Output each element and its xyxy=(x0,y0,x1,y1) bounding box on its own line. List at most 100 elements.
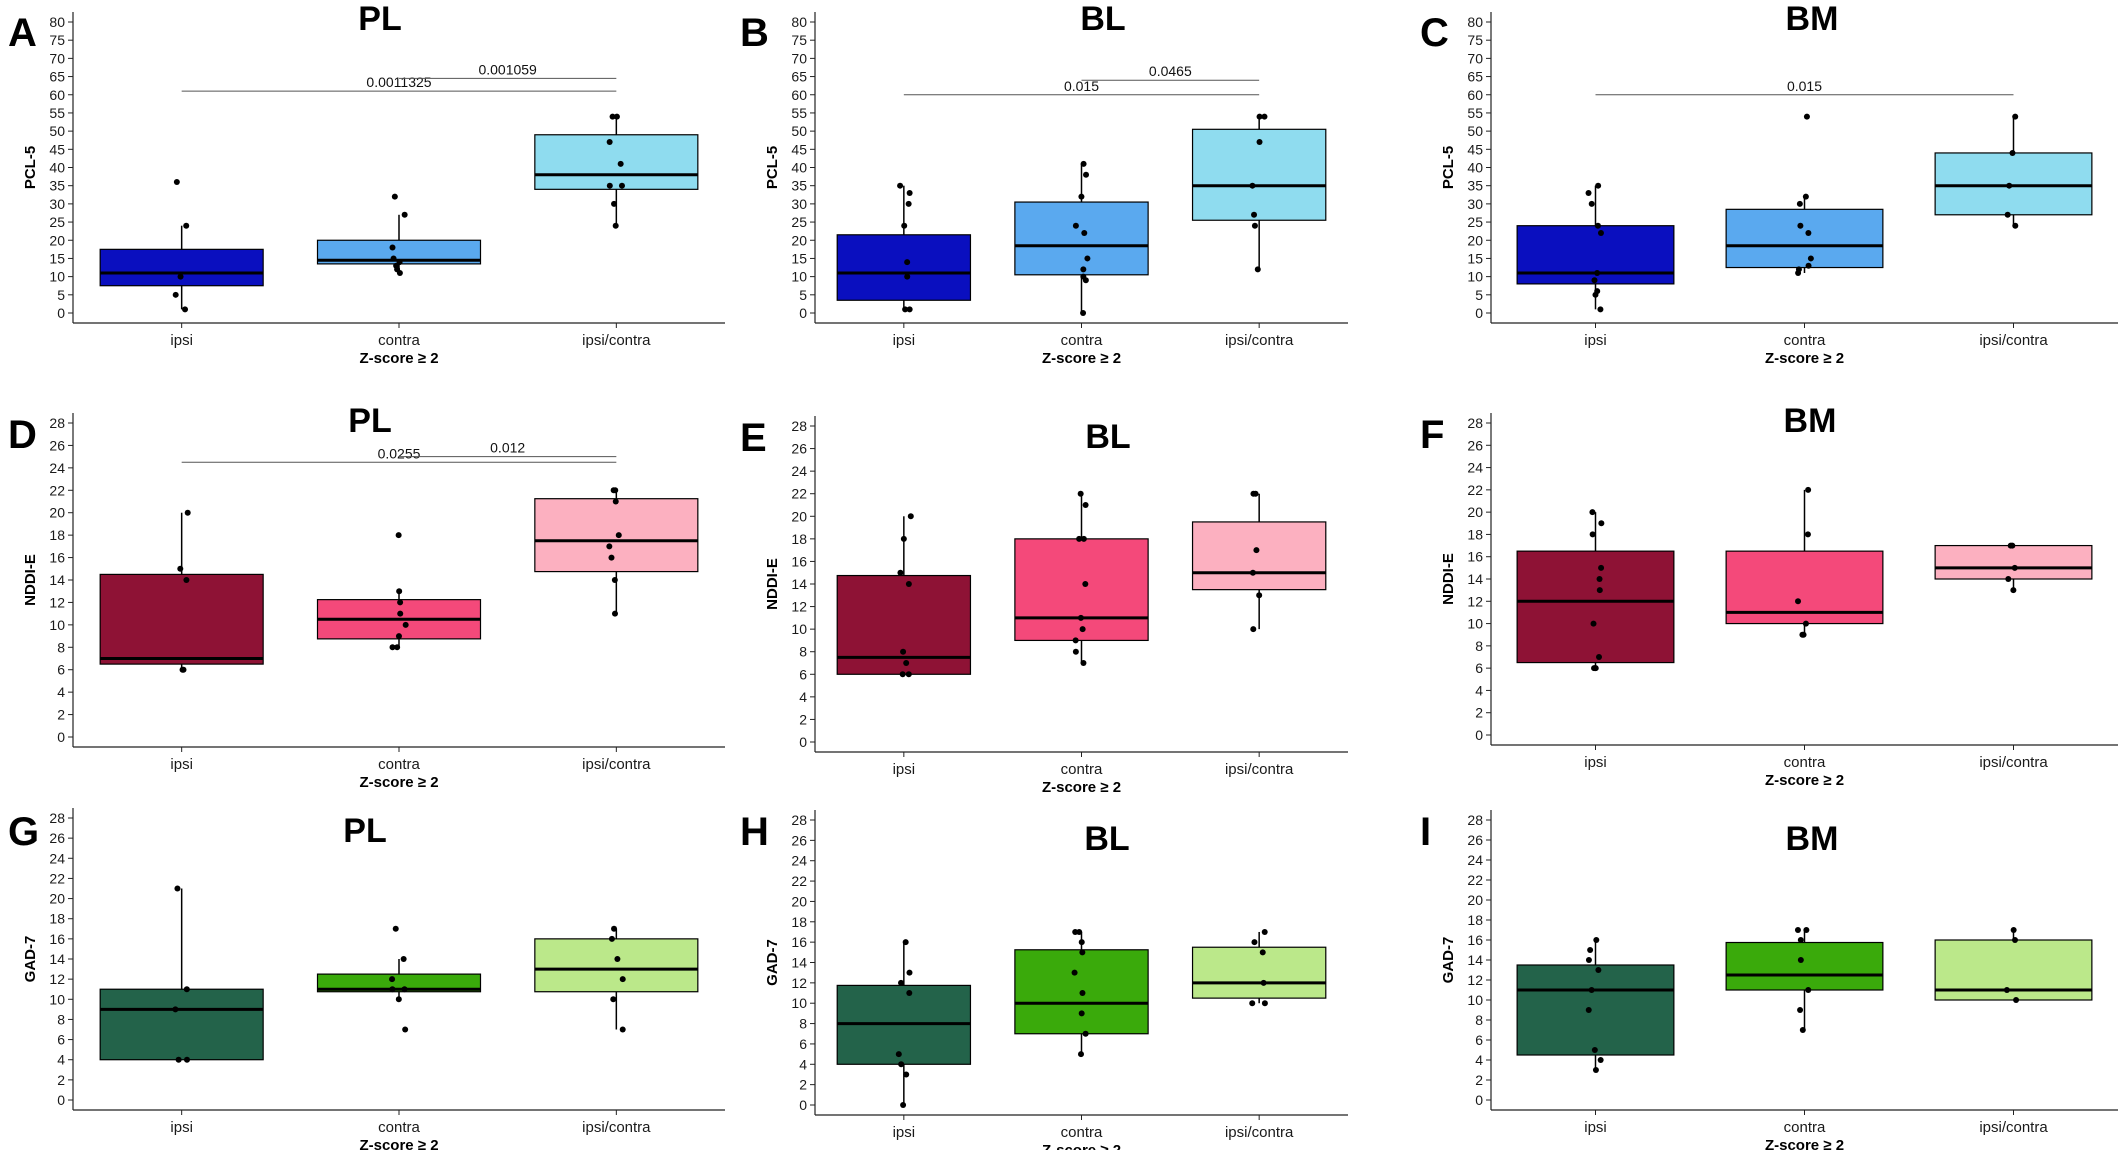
y-tick-label: 26 xyxy=(791,441,807,457)
data-point xyxy=(2003,987,2010,993)
data-point xyxy=(1261,1000,1268,1007)
y-tick-label: 65 xyxy=(1467,69,1483,85)
y-axis-title: PCL-5 xyxy=(764,146,781,189)
y-tick-label: 12 xyxy=(49,971,65,987)
x-axis-title: Z-score ≥ 2 xyxy=(1765,350,1844,367)
data-point xyxy=(390,255,397,262)
y-tick-label: 4 xyxy=(57,684,65,700)
data-point xyxy=(1797,222,1804,229)
data-point xyxy=(400,956,407,962)
panel-title: PL xyxy=(343,812,386,850)
y-tick-label: 10 xyxy=(1467,269,1483,285)
x-axis-title: Z-score ≥ 2 xyxy=(1042,1142,1121,1150)
panel-letter: E xyxy=(740,416,767,460)
data-point xyxy=(1071,969,1078,976)
y-tick-label: 70 xyxy=(791,50,807,66)
panel-b: B 0 5 10 15 20 25 30 35 40 45 50 55 60 65 70 75 80 PCL-5 ip… xyxy=(740,0,1348,367)
panel-letter: G xyxy=(8,810,39,854)
data-point xyxy=(389,976,396,983)
y-tick-label: 14 xyxy=(1467,571,1483,587)
y-tick-label: 28 xyxy=(1467,812,1483,828)
y-tick-label: 16 xyxy=(791,553,807,569)
y-tick-label: 20 xyxy=(791,232,807,248)
data-point xyxy=(1078,193,1085,200)
x-tick-label: ipsi/contra xyxy=(1225,1124,1294,1141)
x-tick-label: contra xyxy=(378,756,420,773)
box-ipsi-contra xyxy=(1191,113,1327,273)
data-point xyxy=(902,306,909,313)
data-point xyxy=(1081,229,1088,236)
y-tick-label: 10 xyxy=(791,269,807,285)
data-point xyxy=(1079,990,1086,997)
box-body xyxy=(1725,941,1884,991)
y-tick-label: 6 xyxy=(799,1036,807,1052)
significance-label: 0.0465 xyxy=(1149,63,1192,79)
panel-a: A 0 5 10 15 20 25 30 35 40 45 50 55 60 65 70 75 80 PCL-5 ip… xyxy=(8,0,725,367)
x-tick-label: ipsi xyxy=(893,332,916,349)
data-point xyxy=(619,976,626,983)
data-point xyxy=(903,660,910,666)
y-tick-label: 10 xyxy=(49,617,65,633)
y-tick-label: 12 xyxy=(791,975,807,991)
box-ipsi-contra xyxy=(534,487,699,617)
x-tick-label: contra xyxy=(1784,332,1826,349)
data-point xyxy=(1261,928,1268,935)
y-tick-label: 24 xyxy=(791,463,807,479)
data-point xyxy=(177,273,184,280)
y-tick-label: 0 xyxy=(799,734,807,750)
y-tick-label: 50 xyxy=(1467,123,1483,139)
data-point xyxy=(618,182,625,189)
y-tick-label: 25 xyxy=(49,214,65,230)
data-point xyxy=(606,182,613,189)
data-point xyxy=(1589,509,1596,516)
panel-letter: C xyxy=(1420,11,1449,55)
data-point xyxy=(619,1026,626,1033)
box-ipsi xyxy=(99,509,264,673)
data-point xyxy=(397,599,404,606)
data-point xyxy=(1800,631,1807,638)
panel-title: PL xyxy=(358,0,401,38)
box-ipsi xyxy=(836,182,972,313)
y-tick-label: 0 xyxy=(799,1097,807,1113)
y-tick-label: 24 xyxy=(1467,852,1483,868)
y-tick-label: 20 xyxy=(1467,504,1483,520)
data-point xyxy=(1596,587,1603,594)
box-body xyxy=(316,973,482,993)
box-ipsi xyxy=(99,179,264,313)
y-tick-label: 22 xyxy=(791,873,807,889)
data-point xyxy=(905,200,912,207)
data-point xyxy=(1795,598,1802,605)
data-point xyxy=(175,1056,182,1063)
y-tick-label: 22 xyxy=(49,482,65,498)
significance-label: 0.015 xyxy=(1787,78,1822,94)
y-tick-label: 25 xyxy=(791,214,807,230)
y-tick-label: 26 xyxy=(49,830,65,846)
data-point xyxy=(1077,490,1084,497)
data-point xyxy=(900,648,907,655)
data-point xyxy=(897,182,904,189)
x-tick-label: ipsi/contra xyxy=(582,1119,651,1136)
x-tick-label: ipsi xyxy=(170,1119,193,1136)
box-contra xyxy=(316,925,482,1033)
data-point xyxy=(2009,149,2016,156)
data-point xyxy=(907,513,914,520)
y-tick-label: 12 xyxy=(1467,593,1483,609)
panel-letter: F xyxy=(1420,413,1444,457)
data-point xyxy=(1587,947,1594,953)
x-tick-label: contra xyxy=(1784,1119,1826,1136)
data-point xyxy=(1797,957,1804,963)
box-ipsi xyxy=(1516,509,1675,672)
box-ipsi-contra xyxy=(1934,927,2093,1003)
y-tick-label: 35 xyxy=(1467,178,1483,194)
x-tick-label: ipsi xyxy=(170,332,193,349)
box-body xyxy=(1934,544,2093,580)
box-ipsi xyxy=(1516,182,1675,313)
y-tick-label: 8 xyxy=(1475,1012,1483,1028)
y-tick-label: 12 xyxy=(1467,972,1483,988)
data-point xyxy=(1592,665,1599,672)
data-point xyxy=(1594,288,1601,295)
data-point xyxy=(1590,620,1597,627)
